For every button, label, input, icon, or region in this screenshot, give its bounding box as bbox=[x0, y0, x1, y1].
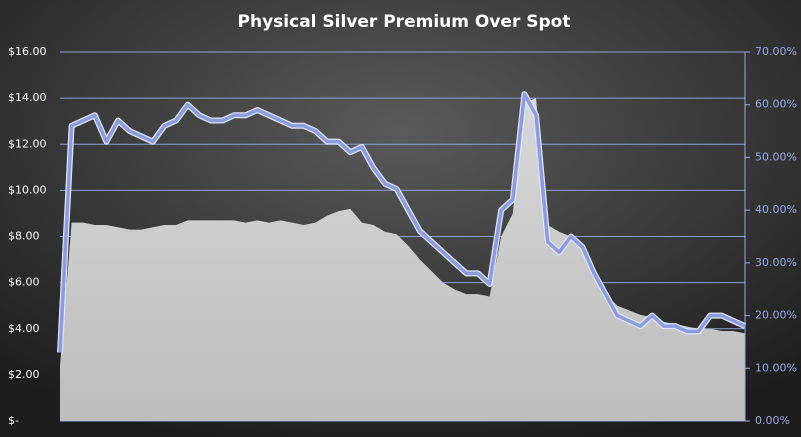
y2-tick-label: 0.00% bbox=[755, 414, 790, 427]
line bbox=[58, 92, 746, 353]
y-tick-label: $12.00 bbox=[8, 137, 47, 150]
chart-title: Physical Silver Premium Over Spot bbox=[238, 12, 571, 32]
y-tick-label: $- bbox=[8, 414, 19, 427]
y-tick-label: $6.00 bbox=[8, 276, 40, 289]
y-tick-label: $16.00 bbox=[8, 45, 47, 58]
y-tick-label: $14.00 bbox=[8, 91, 47, 104]
y2-tick-label: 40.00% bbox=[755, 203, 797, 216]
y2-tick-label: 60.00% bbox=[755, 98, 797, 111]
y-tick-label: $2.00 bbox=[8, 368, 40, 381]
area bbox=[60, 98, 745, 421]
y2-tick-label: 30.00% bbox=[755, 256, 797, 269]
y-tick-label: $4.00 bbox=[8, 322, 40, 335]
y-tick-label: $8.00 bbox=[8, 230, 40, 243]
y-tick-label: $10.00 bbox=[8, 183, 47, 196]
y2-tick-label: 50.00% bbox=[755, 150, 797, 163]
y2-tick-label: 20.00% bbox=[755, 309, 797, 322]
y2-tick-label: 10.00% bbox=[755, 361, 797, 374]
y2-tick-label: 70.00% bbox=[755, 45, 797, 58]
